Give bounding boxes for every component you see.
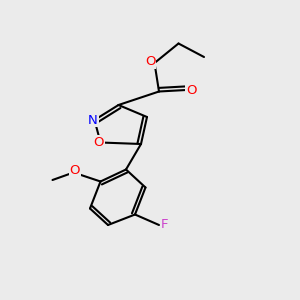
Text: O: O bbox=[94, 136, 104, 149]
Text: O: O bbox=[145, 55, 155, 68]
Text: F: F bbox=[161, 218, 168, 232]
Text: O: O bbox=[186, 83, 197, 97]
Text: O: O bbox=[70, 164, 80, 178]
Text: N: N bbox=[88, 113, 98, 127]
